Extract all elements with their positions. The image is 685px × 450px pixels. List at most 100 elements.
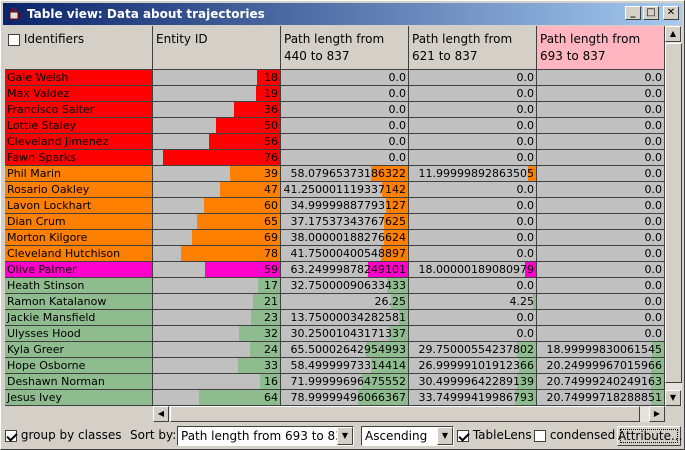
path-length-bar <box>533 294 536 309</box>
col2-header[interactable]: Path length from 621 to 837 <box>409 26 537 70</box>
entity-id-bar <box>199 390 280 405</box>
table-row[interactable]: Cleveland Jimenez 56 0.0 0.0 0.0 <box>5 134 665 150</box>
table-row[interactable]: Francisco Salter 36 0.0 0.0 0.0 <box>5 102 665 118</box>
path-length-cell: 0.0 <box>409 150 537 166</box>
close-button[interactable]: ✕ <box>663 6 679 20</box>
path-length-value: 0.0 <box>516 231 535 244</box>
entity-id-bar-track <box>153 294 280 309</box>
entity-id-bar-track <box>153 310 280 325</box>
path-length-value: 0.0 <box>644 263 663 276</box>
entity-id-bar <box>181 246 280 261</box>
title-bar[interactable]: Table view: Data about trajectories _ □ … <box>3 3 682 25</box>
row-identifier: Ulysses Hood <box>5 326 153 342</box>
tablelens-checkbox[interactable] <box>457 429 469 442</box>
table-row[interactable]: Olive Palmer 59 63.24999878249101 18.000001… <box>5 262 665 278</box>
group-by-classes-control[interactable]: group by classes <box>5 424 121 446</box>
entity-id-value: 59 <box>264 263 278 276</box>
path-length-value: 0.0 <box>644 135 663 148</box>
table-row[interactable]: Fawn Sparks 76 0.0 0.0 0.0 <box>5 150 665 166</box>
path-length-bar-track <box>409 358 536 373</box>
table-row[interactable]: Heath Stinson 17 32.75000090633433 0.0 0.0 <box>5 278 665 294</box>
path-length-value: 41.250001119337142 <box>283 183 406 196</box>
table-row[interactable]: Ulysses Hood 32 30.25001043171337 0.0 0.0 <box>5 326 665 342</box>
table-row[interactable]: Lottie Staley 50 0.0 0.0 0.0 <box>5 118 665 134</box>
scroll-down-icon[interactable]: ▼ <box>665 390 681 406</box>
table-row[interactable]: Jackie Mansfield 23 13.75000034282581 0.0 0.… <box>5 310 665 326</box>
entity-id-value: 16 <box>264 375 278 388</box>
col3-header[interactable]: Path length from 693 to 837 <box>537 26 665 70</box>
order-dropdown-icon[interactable]: ▼ <box>437 427 453 445</box>
path-length-value: 58.49999973314414 <box>290 359 406 372</box>
path-length-cell: 0.0 <box>537 70 665 86</box>
tablelens-control[interactable]: TableLens <box>457 424 532 446</box>
table-row[interactable]: Rosario Oakley 47 41.250001119337142 0.0 0.0 <box>5 182 665 198</box>
path-length-bar-track <box>537 150 664 165</box>
path-length-bar-track <box>409 214 536 229</box>
path-length-bar-track <box>409 294 536 309</box>
path-length-bar <box>358 390 408 405</box>
entity-id-header[interactable]: Entity ID <box>153 26 281 70</box>
path-length-bar-track <box>409 102 536 117</box>
entity-id-cell: 47 <box>153 182 281 198</box>
path-length-bar-track <box>281 102 408 117</box>
scroll-up-icon[interactable]: ▲ <box>665 26 681 42</box>
table-row[interactable]: Hope Osborne 33 58.49999973314414 26.999991… <box>5 358 665 374</box>
path-length-value: 33.74999419986793 <box>418 391 534 404</box>
path-length-cell: 0.0 <box>409 102 537 118</box>
table-row[interactable]: Deshawn Norman 16 71.99999696475552 30.4999… <box>5 374 665 390</box>
minimize-button[interactable]: _ <box>625 6 641 20</box>
path-length-cell: 0.0 <box>537 102 665 118</box>
path-length-cell: 0.0 <box>281 70 409 86</box>
identifiers-header[interactable]: Identifiers <box>5 26 153 70</box>
group-by-classes-checkbox[interactable] <box>5 429 17 442</box>
entity-id-bar <box>209 134 280 149</box>
order-select[interactable]: Ascending ▼ <box>361 426 454 446</box>
table-row[interactable]: Dian Crum 65 37.17537343767625 0.0 0.0 <box>5 214 665 230</box>
table-row[interactable]: Cleveland Hutchison 78 41.75000400548897 0.… <box>5 246 665 262</box>
attribute-button[interactable]: Attribute... <box>617 426 682 446</box>
row-identifier: Francisco Salter <box>5 102 153 118</box>
table-row[interactable]: Max Valdez 19 0.0 0.0 0.0 <box>5 86 665 102</box>
path-length-value: 0.0 <box>516 135 535 148</box>
scroll-right-icon[interactable]: ▶ <box>649 406 665 422</box>
path-length-bar-track <box>409 230 536 245</box>
path-length-bar-track <box>537 214 664 229</box>
path-length-bar-track <box>537 198 664 213</box>
table-row[interactable]: Gale Welsh 18 0.0 0.0 0.0 <box>5 70 665 86</box>
horizontal-scroll-thumb[interactable] <box>170 406 640 422</box>
path-length-cell: 0.0 <box>537 134 665 150</box>
entity-id-bar <box>220 182 280 197</box>
table-row[interactable]: Jesus Ivey 64 78.99999496066367 33.74999419… <box>5 390 665 406</box>
sort-by-dropdown-icon[interactable]: ▼ <box>337 427 353 445</box>
table-row[interactable]: Ramon Katalanow 21 26.25 4.25 0.0 <box>5 294 665 310</box>
table-row[interactable]: Kyla Greer 24 65.50002642954993 29.75000554… <box>5 342 665 358</box>
table-row[interactable]: Lavon Lockhart 60 34.99999887793127 0.0 0.0 <box>5 198 665 214</box>
condensed-checkbox[interactable] <box>534 429 546 442</box>
vertical-scrollbar[interactable]: ▲ ▼ <box>665 26 682 406</box>
path-length-bar-track <box>409 374 536 389</box>
entity-id-cell: 39 <box>153 166 281 182</box>
path-length-bar-track <box>281 150 408 165</box>
path-length-cell: 20.74999718288851 <box>537 390 665 406</box>
col1-header[interactable]: Path length from 440 to 837 <box>281 26 409 70</box>
entity-id-cell: 19 <box>153 86 281 102</box>
path-length-bar-track <box>537 374 664 389</box>
entity-id-cell: 59 <box>153 262 281 278</box>
maximize-button[interactable]: □ <box>643 6 659 20</box>
vertical-scroll-thumb[interactable] <box>665 43 682 383</box>
entity-id-bar <box>239 326 280 341</box>
path-length-value: 37.17537343767625 <box>290 215 406 228</box>
window-title: Table view: Data about trajectories <box>27 7 265 21</box>
scroll-left-icon[interactable]: ◀ <box>153 406 169 422</box>
table-row[interactable]: Morton Kilgore 69 38.00000188276624 0.0 0.0 <box>5 230 665 246</box>
path-length-bar-track <box>409 150 536 165</box>
table-row[interactable]: Phil Marin 39 58.07965373186322 11.99999892… <box>5 166 665 182</box>
horizontal-scrollbar[interactable]: ◀ ▶ <box>153 406 665 422</box>
identifiers-checkbox[interactable] <box>8 33 20 46</box>
condensed-control[interactable]: condensed <box>534 424 615 446</box>
sort-by-select[interactable]: Path length from 693 to 837 ▼ <box>177 426 354 446</box>
path-length-bar <box>525 262 536 277</box>
row-identifier: Dian Crum <box>5 214 153 230</box>
entity-id-value: 39 <box>264 167 278 180</box>
